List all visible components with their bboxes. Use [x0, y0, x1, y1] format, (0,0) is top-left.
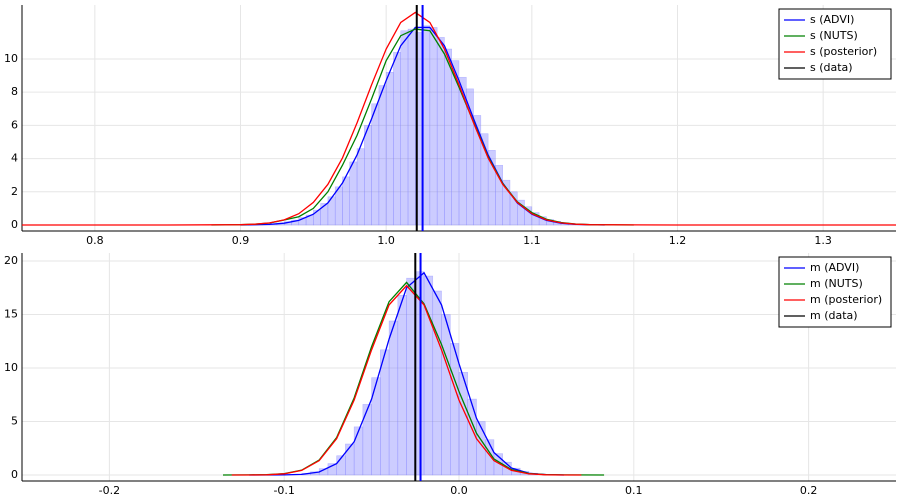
histogram-bar	[364, 125, 371, 225]
x-tick-label: 0.0	[450, 484, 468, 497]
histogram-bar	[380, 350, 389, 475]
y-tick-label: 2	[11, 185, 18, 198]
legend-label: s (posterior)	[810, 45, 877, 58]
y-tick-label: 20	[4, 254, 18, 267]
histogram-bar	[342, 177, 349, 225]
histogram-bar	[357, 149, 364, 225]
x-tick-label: -0.1	[273, 484, 294, 497]
x-tick-label: 1.1	[523, 234, 541, 247]
histogram-bar	[345, 444, 354, 475]
histogram-bar	[389, 321, 398, 475]
histogram-bar	[437, 37, 444, 225]
histogram-bar	[450, 343, 459, 475]
histogram-bar	[386, 72, 393, 225]
x-tick-label: 1.0	[377, 234, 395, 247]
histogram-bar	[379, 86, 386, 225]
histogram-bar	[433, 291, 442, 475]
y-tick-label: 8	[11, 85, 18, 98]
x-tick-label: 0.8	[86, 234, 104, 247]
x-tick-label: 1.2	[669, 234, 687, 247]
legend-label: m (data)	[810, 309, 858, 322]
x-tick-label: -0.2	[99, 484, 120, 497]
legend-label: m (posterior)	[810, 293, 882, 306]
y-tick-label: 10	[4, 361, 18, 374]
x-tick-label: 1.3	[814, 234, 832, 247]
histogram-bar	[430, 27, 437, 225]
histogram-bar	[354, 427, 363, 475]
histogram-bar	[408, 29, 415, 225]
histogram-bar	[423, 26, 430, 225]
histogram-bar	[444, 49, 451, 225]
y-tick-label: 6	[11, 118, 18, 131]
histogram-bar	[401, 31, 408, 225]
histogram-bar	[407, 278, 416, 475]
histogram-bar	[442, 315, 451, 475]
histogram-bar	[350, 162, 357, 225]
histogram-bar	[398, 295, 407, 475]
legend: s (ADVI) s (NUTS) s (posterior) s (data)	[779, 9, 891, 79]
legend-label: s (data)	[810, 61, 853, 74]
legend: m (ADVI) m (NUTS) m (posterior) m (data)	[779, 257, 891, 327]
subplot: -0.2 -0.1 0.0 0.1 0.2 0 5 10 15 20 m (ADVI) m (NUTS…	[4, 253, 896, 497]
legend-label: m (NUTS)	[810, 277, 863, 290]
histogram-bar	[313, 210, 320, 225]
y-tick-label: 5	[11, 415, 18, 428]
subplot: 0.8 0.9 1.0 1.1 1.2 1.3 0 2 4 6 8 10 s (ADVI) s (NUTS…	[4, 5, 896, 247]
legend-label: s (NUTS)	[810, 29, 858, 42]
x-tick-label: 0.2	[800, 484, 818, 497]
legend-label: s (ADVI)	[810, 13, 854, 26]
histogram-bar	[372, 104, 379, 225]
y-tick-label: 0	[11, 468, 18, 481]
legend-label: m (ADVI)	[810, 261, 859, 274]
histogram-bar	[363, 404, 372, 475]
y-tick-label: 0	[11, 218, 18, 231]
y-tick-label: 10	[4, 52, 18, 65]
y-tick-label: 4	[11, 152, 18, 165]
x-tick-label: 0.9	[232, 234, 250, 247]
y-tick-label: 15	[4, 308, 18, 321]
x-tick-label: 0.1	[625, 484, 643, 497]
histogram-bar	[393, 52, 400, 225]
histogram-bar	[321, 203, 328, 225]
